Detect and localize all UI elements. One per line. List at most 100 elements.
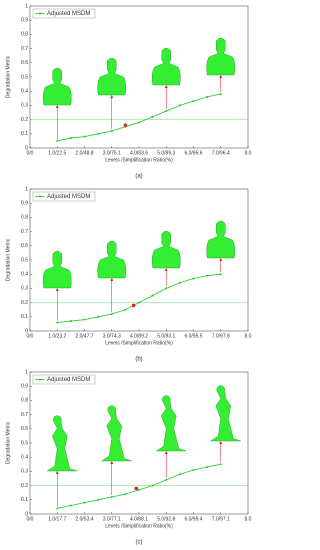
y-tick-label: 0.1 — [21, 314, 28, 320]
model-image — [206, 37, 236, 76]
arrow-head — [164, 268, 168, 271]
point — [165, 287, 168, 290]
x-tick-label: 8.0 — [245, 150, 252, 156]
legend-box — [32, 374, 96, 385]
y-axis-label: Degradation Metric — [5, 421, 11, 464]
y-tick-label: 0.6 — [21, 60, 28, 66]
x-tick-label: 2.0/48.8 — [75, 150, 93, 156]
x-tick-label: 1.0/17.7 — [48, 516, 66, 522]
y-tick-label: 0.7 — [21, 46, 28, 52]
model-image — [42, 67, 72, 106]
x-tick-label: 4.0/89.2 — [130, 333, 148, 339]
x-tick-label: 7.0/96.4 — [212, 150, 230, 156]
y-tick-label: 0 — [25, 145, 28, 151]
point — [206, 274, 209, 277]
point — [110, 129, 113, 132]
arrow-head — [110, 95, 114, 98]
point — [138, 121, 140, 124]
point — [124, 493, 127, 496]
highlight-point — [134, 486, 139, 491]
x-tick-label: 2.0/53.4 — [75, 516, 93, 522]
arrow-head — [219, 441, 223, 444]
point — [151, 115, 154, 118]
arrow-head — [164, 85, 168, 88]
x-tick-label: 3.0/74.3 — [103, 333, 121, 339]
model-image — [46, 415, 78, 472]
y-tick-label: 1 — [25, 3, 28, 9]
point — [83, 501, 86, 504]
legend-marker — [39, 12, 41, 15]
arrow-head — [164, 451, 168, 454]
point — [56, 139, 59, 142]
caption: (c) — [136, 540, 143, 546]
point — [206, 95, 209, 98]
y-tick-label: 0.2 — [21, 300, 28, 306]
point — [206, 466, 209, 469]
model-image — [151, 230, 181, 269]
point — [83, 318, 86, 321]
model-image — [97, 57, 127, 96]
point — [178, 281, 181, 284]
x-axis-label: Levels /Simplification Ratio(%) — [105, 157, 173, 163]
arrow-head — [219, 258, 223, 261]
point — [56, 321, 59, 324]
legend-label: Adjusted MSDM — [47, 194, 90, 200]
x-axis-label: Levels /Simplification Ratio(%) — [105, 523, 173, 529]
y-tick-label: 0.7 — [21, 412, 28, 418]
x-tick-label: 5.0/93.1 — [157, 333, 175, 339]
y-tick-label: 0.5 — [21, 74, 28, 80]
caption: (b) — [135, 357, 142, 363]
legend-marker — [39, 378, 41, 381]
y-tick-label: 0.2 — [21, 483, 28, 489]
arrow-head — [55, 288, 59, 291]
point — [219, 273, 222, 276]
point — [69, 320, 72, 323]
point — [151, 294, 154, 297]
legend-marker — [39, 195, 41, 198]
figure: 0 0.1 0.2 0.3 0.4 0.5 0.6 0.7 0.8 0.9 1 0/0 1.0/22.5… — [5, 3, 252, 546]
point — [138, 488, 140, 491]
arrow-head — [110, 278, 114, 281]
x-tick-label: 0/0 — [27, 516, 34, 522]
point — [69, 504, 72, 507]
y-tick-label: 0.1 — [21, 497, 28, 503]
y-tick-label: 0.3 — [21, 103, 28, 109]
y-tick-label: 0.5 — [21, 257, 28, 263]
plot-frame — [29, 5, 249, 149]
y-tick-label: 0.9 — [21, 18, 28, 24]
y-tick-label: 0.4 — [21, 455, 28, 461]
x-tick-label: 4.0/88.1 — [130, 516, 148, 522]
point — [192, 468, 195, 471]
x-tick-label: 1.0/23.2 — [48, 333, 66, 339]
point — [97, 315, 100, 318]
point — [110, 312, 113, 315]
model-image — [210, 385, 241, 442]
y-tick-label: 0.2 — [21, 117, 28, 123]
y-tick-label: 0.4 — [21, 89, 28, 95]
point — [192, 277, 195, 280]
y-tick-label: 0.5 — [21, 440, 28, 446]
chart-panel: 0 0.1 0.2 0.3 0.4 0.5 0.6 0.7 0.8 0.9 1 0/0 1.0/23.2… — [5, 186, 251, 362]
y-tick-label: 1 — [25, 369, 28, 375]
highlight-point — [131, 303, 136, 308]
x-tick-label: 6.0/95.6 — [184, 150, 202, 156]
x-tick-label: 2.0/47.7 — [75, 333, 93, 339]
y-tick-label: 0.3 — [21, 286, 28, 292]
legend-box — [32, 8, 96, 19]
point — [192, 100, 195, 103]
y-tick-label: 0.8 — [21, 32, 28, 38]
x-tick-label: 8.0 — [245, 333, 252, 339]
point — [219, 93, 222, 96]
x-tick-label: 3.0/75.1 — [103, 150, 121, 156]
model-image — [42, 250, 72, 289]
point — [97, 132, 100, 135]
point — [56, 507, 59, 510]
x-tick-label: 5.0/92.8 — [157, 516, 175, 522]
y-tick-label: 0.9 — [21, 384, 28, 390]
x-tick-label: 3.0/77.1 — [103, 516, 121, 522]
model-image — [97, 240, 127, 279]
x-tick-label: 7.0/97.8 — [212, 333, 230, 339]
point — [138, 301, 140, 304]
x-tick-label: 7.0/97.1 — [212, 516, 230, 522]
legend-label: Adjusted MSDM — [47, 11, 90, 17]
